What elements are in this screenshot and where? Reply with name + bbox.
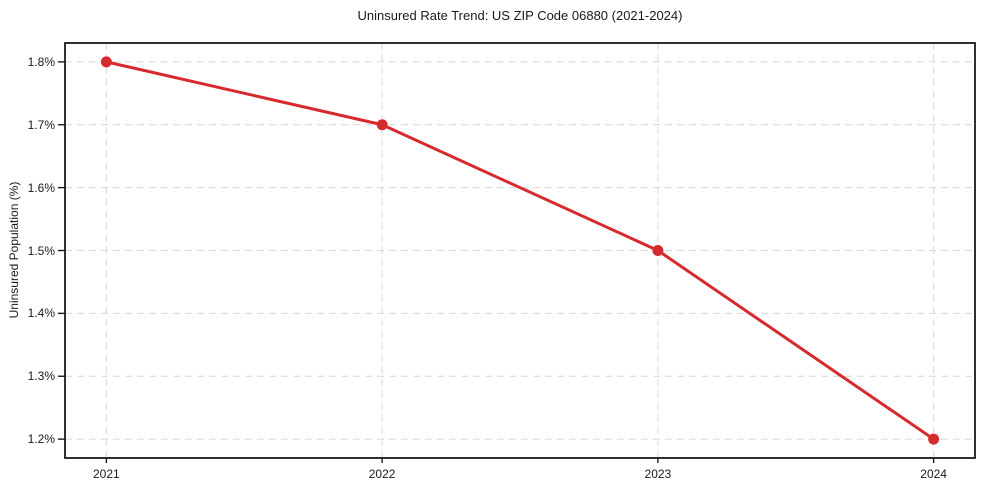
y-tick-label: 1.8% — [27, 54, 55, 69]
x-tick-label: 2024 — [920, 467, 947, 481]
data-point — [100, 56, 112, 68]
trend-line — [104, 60, 936, 441]
y-tick-label: 1.3% — [27, 369, 55, 384]
y-tick-label: 1.6% — [27, 180, 55, 195]
y-tick-label: 1.4% — [27, 306, 55, 321]
y-tick-label: 1.2% — [27, 432, 55, 447]
data-point — [376, 119, 388, 131]
x-tick-label: 2021 — [93, 467, 120, 481]
y-tick-label: 1.7% — [27, 117, 55, 132]
plot-border — [64, 42, 976, 459]
x-tick-label: 2022 — [368, 467, 396, 481]
chart-title: Uninsured Rate Trend: US ZIP Code 06880 … — [357, 8, 683, 23]
x-tick-label: 2023 — [644, 467, 672, 481]
y-tick-label: 1.5% — [27, 243, 55, 258]
data-point — [652, 245, 664, 256]
data-point — [928, 433, 940, 445]
